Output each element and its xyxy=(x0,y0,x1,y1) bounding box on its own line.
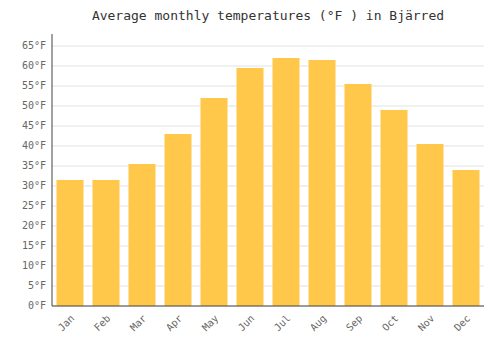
x-tick-label: Aug xyxy=(308,313,329,334)
bar xyxy=(309,60,336,306)
y-tick-label: 50°F xyxy=(22,100,46,111)
y-tick-label: 25°F xyxy=(22,200,46,211)
y-tick-label: 65°F xyxy=(22,40,46,51)
x-axis: Jan Feb Mar Apr May Jun Jul Aug Sep Oct Nov Dec xyxy=(56,313,473,334)
x-tick-label: Apr xyxy=(164,313,185,334)
chart-title: Average monthly temperatures (°F ) in Bj… xyxy=(92,8,444,23)
y-tick-label: 45°F xyxy=(22,120,46,131)
grid-line xyxy=(52,46,484,47)
x-tick-label: Jun xyxy=(236,313,257,334)
bar xyxy=(93,180,120,306)
chart-svg: 0°F 5°F 10°F 15°F 20°F 25°F 30°F 35°F 40°F 45°F 50… xyxy=(0,0,500,350)
x-tick-label: Feb xyxy=(92,313,113,334)
grid-line xyxy=(52,66,484,67)
bar xyxy=(201,98,228,306)
x-tick-label: Nov xyxy=(416,313,437,334)
y-tick-label: 10°F xyxy=(22,260,46,271)
bar xyxy=(57,180,84,306)
y-tick-label: 55°F xyxy=(22,80,46,91)
bar xyxy=(129,164,156,306)
x-tick-label: Oct xyxy=(380,313,401,334)
grid-line xyxy=(52,86,484,87)
x-tick-label: Dec xyxy=(452,313,473,334)
bar xyxy=(381,110,408,306)
bar xyxy=(417,144,444,306)
bar xyxy=(345,84,372,306)
y-axis-line xyxy=(52,34,53,306)
x-tick-label: Jul xyxy=(272,313,293,334)
x-tick-label: Sep xyxy=(344,313,365,334)
chart-container: 0°F 5°F 10°F 15°F 20°F 25°F 30°F 35°F 40°F 45°F 50… xyxy=(0,0,500,350)
y-axis: 0°F 5°F 10°F 15°F 20°F 25°F 30°F 35°F 40°F 45°F 50… xyxy=(22,40,484,311)
bar xyxy=(453,170,480,306)
grid-line xyxy=(52,126,484,127)
y-tick-label: 15°F xyxy=(22,240,46,251)
y-tick-label: 0°F xyxy=(28,300,46,311)
y-tick-label: 35°F xyxy=(22,160,46,171)
y-tick-label: 20°F xyxy=(22,220,46,231)
bar xyxy=(165,134,192,306)
bars xyxy=(57,58,480,306)
y-tick-label: 30°F xyxy=(22,180,46,191)
bar xyxy=(273,58,300,306)
x-tick-label: Mar xyxy=(128,313,149,334)
y-tick-label: 40°F xyxy=(22,140,46,151)
y-tick-label: 5°F xyxy=(28,280,46,291)
y-tick-label: 60°F xyxy=(22,60,46,71)
bar xyxy=(237,68,264,306)
x-axis-line xyxy=(52,306,484,307)
grid-line xyxy=(52,106,484,107)
x-tick-label: Jan xyxy=(56,313,77,334)
grid-line xyxy=(52,306,484,307)
x-tick-label: May xyxy=(200,313,221,334)
